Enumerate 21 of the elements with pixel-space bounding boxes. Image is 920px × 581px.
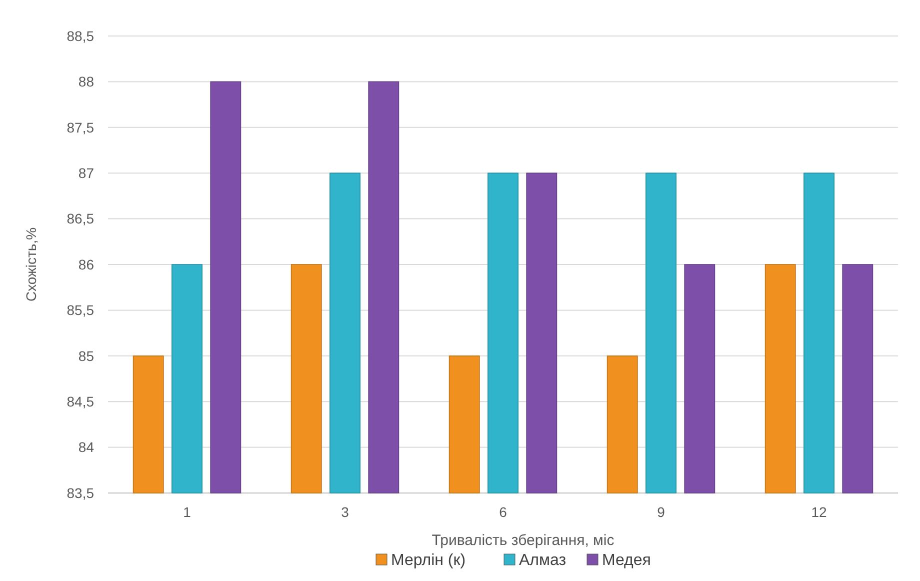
legend-label: Мерлін (к) xyxy=(391,552,466,569)
y-axis-title: Схожість,% xyxy=(23,227,39,302)
x-tick-label: 1 xyxy=(183,504,192,520)
x-tick-label: 12 xyxy=(811,504,827,520)
y-tick-label: 85,5 xyxy=(66,302,94,318)
legend-label: Алмаз xyxy=(519,552,566,569)
y-tick-label: 88,5 xyxy=(66,28,94,44)
y-tick-label: 83,5 xyxy=(66,484,94,501)
x-tick-label: 9 xyxy=(657,504,666,520)
x-axis-title: Тривалість зберігання, міс xyxy=(432,532,615,549)
x-tick-label: 3 xyxy=(341,504,350,520)
y-tick-label: 87,5 xyxy=(66,119,94,136)
y-tick-label: 86,5 xyxy=(66,210,94,227)
y-tick-label: 84 xyxy=(78,439,94,456)
y-tick-label: 85 xyxy=(78,348,94,364)
y-tick-label: 86 xyxy=(78,256,94,272)
y-tick-label: 84,5 xyxy=(66,394,94,410)
x-tick-label: 6 xyxy=(499,504,508,520)
y-tick-label: 87 xyxy=(78,165,94,181)
y-tick-label: 88 xyxy=(78,74,94,90)
legend-label: Медея xyxy=(602,552,651,569)
